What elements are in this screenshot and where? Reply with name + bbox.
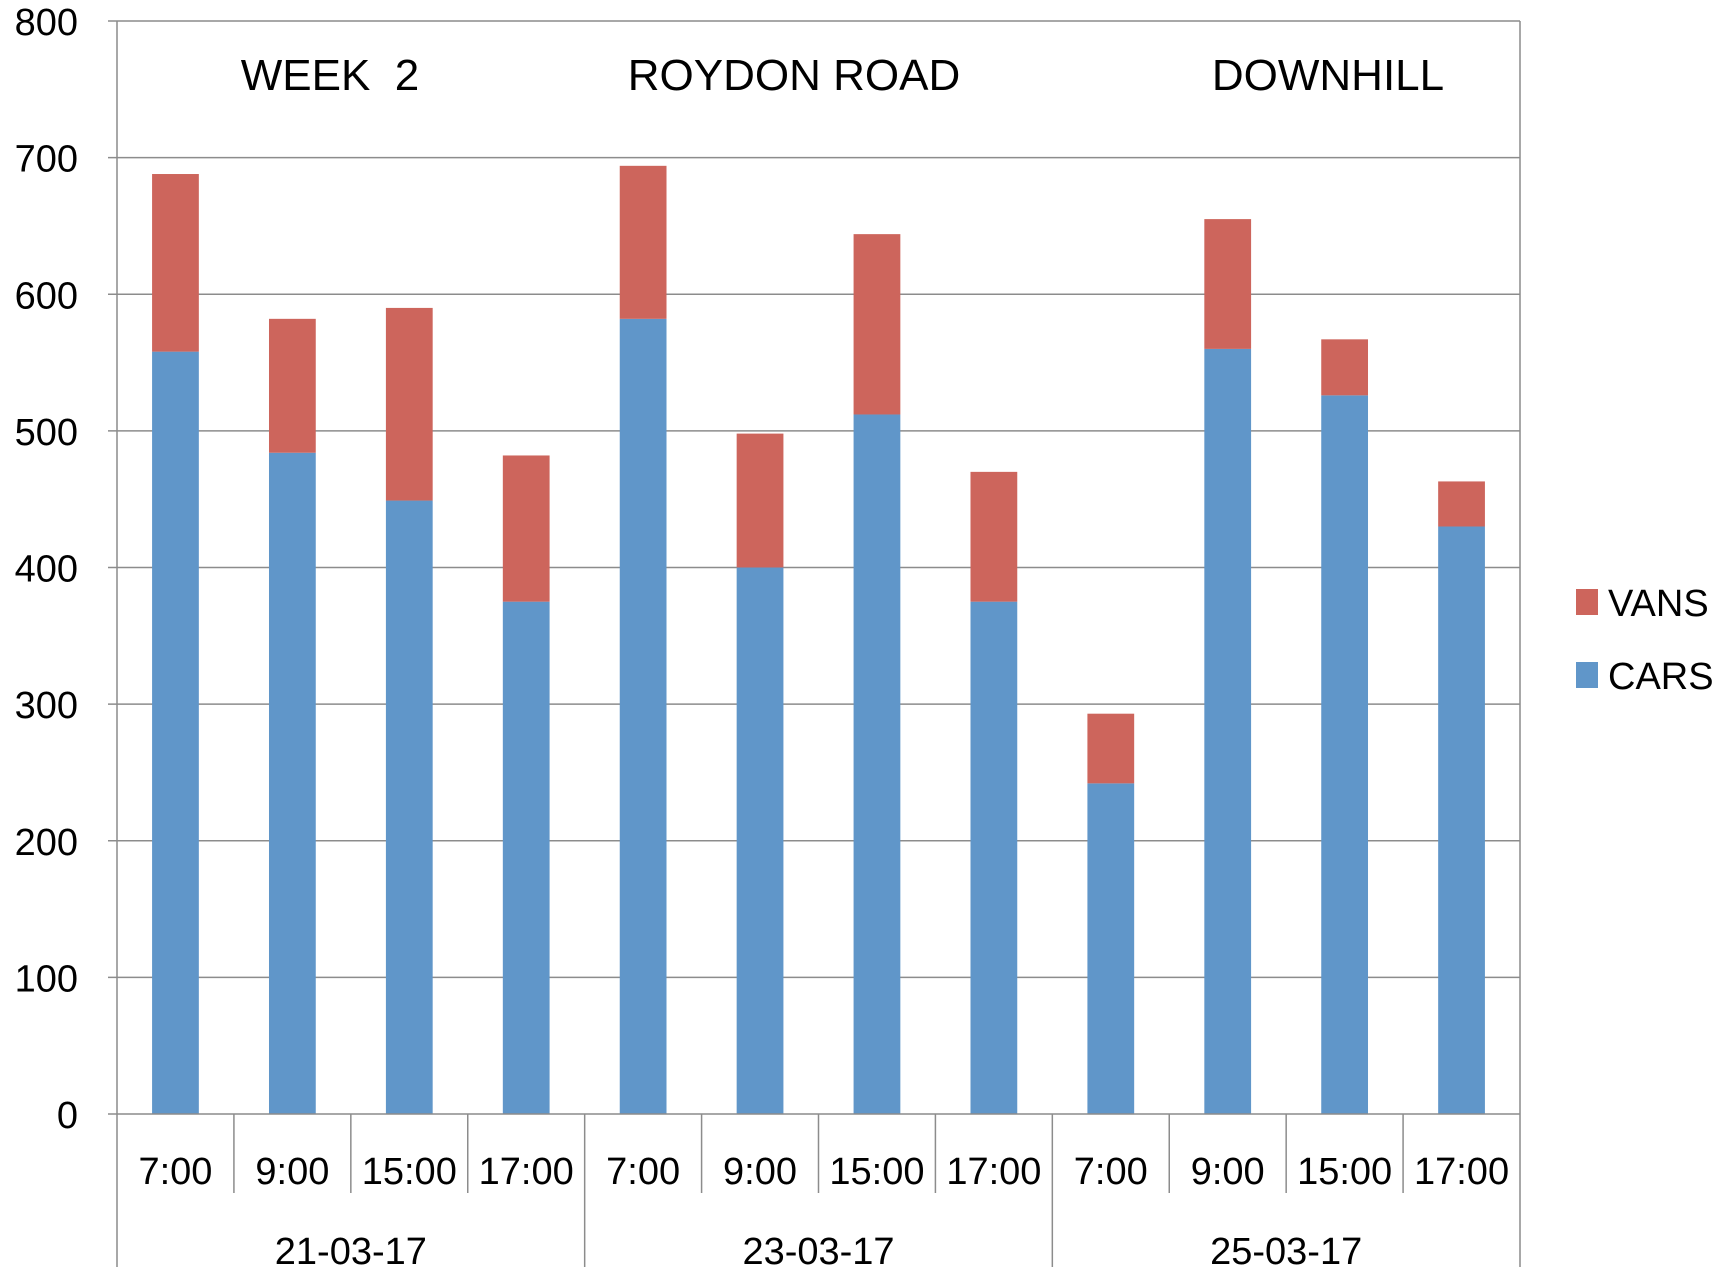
bar-cars-1 [268, 452, 316, 1114]
bar-cars-11 [1438, 526, 1485, 1114]
bar-vans-3 [502, 455, 550, 602]
bar-vans-7 [970, 471, 1018, 602]
x-tick-label: 17:00 [1414, 1151, 1509, 1193]
x-tick-label: 17:00 [479, 1151, 574, 1193]
bar-cars-8 [1087, 783, 1135, 1114]
bar-cars-9 [1204, 348, 1252, 1114]
bar-vans-11 [1438, 481, 1485, 527]
y-tick-label: 200 [15, 822, 78, 864]
annotations: WEEK 2 ROYDON ROAD DOWNHILL [241, 51, 1444, 100]
bar-cars-6 [853, 414, 901, 1115]
bar-vans-9 [1204, 219, 1252, 349]
y-tick-label: 300 [15, 685, 78, 727]
x-tick-label: 9:00 [723, 1151, 797, 1193]
legend-label-cars: CARS [1608, 656, 1714, 698]
legend-swatch-vans [1576, 589, 1598, 615]
group-labels: 21-03-17 23-03-17 25-03-17 [275, 1231, 1362, 1267]
y-tick-label: 500 [15, 412, 78, 454]
group-label: 23-03-17 [742, 1231, 894, 1267]
bar-vans-4 [619, 165, 667, 319]
annotation-week: WEEK 2 [241, 51, 420, 100]
y-tick-label: 100 [15, 958, 78, 1000]
bar-cars-7 [970, 601, 1018, 1114]
y-tick-label: 600 [15, 275, 78, 317]
bar-cars-3 [502, 601, 550, 1114]
bar-vans-8 [1087, 713, 1135, 784]
annotation-road: ROYDON ROAD [628, 51, 960, 100]
x-tick-label: 7:00 [1074, 1151, 1148, 1193]
bar-vans-6 [853, 234, 901, 415]
bar-cars-5 [736, 567, 784, 1114]
bar-vans-10 [1321, 339, 1369, 396]
bars [152, 165, 1485, 1115]
x-tick-label: 17:00 [946, 1151, 1041, 1193]
bar-vans-1 [268, 318, 316, 453]
bar-cars-2 [385, 500, 433, 1115]
x-tick-label: 15:00 [829, 1151, 924, 1193]
x-tick-label: 15:00 [1297, 1151, 1392, 1193]
bar-cars-0 [152, 351, 199, 1114]
x-tick-label: 7:00 [606, 1151, 680, 1193]
axes [116, 21, 1521, 1267]
legend-swatch-cars [1576, 662, 1598, 688]
y-tick-label: 700 [15, 139, 78, 181]
bar-cars-10 [1321, 395, 1369, 1114]
x-tick-label: 7:00 [138, 1151, 212, 1193]
legend: VANS CARS [1576, 583, 1714, 698]
bar-vans-2 [385, 307, 433, 501]
x-tick-label: 15:00 [362, 1151, 457, 1193]
bar-vans-0 [152, 174, 199, 352]
group-label: 25-03-17 [1210, 1231, 1362, 1267]
group-label: 21-03-17 [275, 1231, 427, 1267]
legend-label-vans: VANS [1608, 583, 1709, 625]
y-tick-label: 800 [15, 2, 78, 44]
x-tick-labels: 7:00 9:00 15:00 17:00 7:00 9:00 15:00 17:00 7:00… [138, 1114, 1521, 1267]
bar-vans-5 [736, 433, 784, 568]
gridlines [117, 20, 1520, 979]
annotation-direction: DOWNHILL [1212, 51, 1444, 100]
bar-cars-4 [619, 318, 667, 1114]
x-tick-label: 9:00 [255, 1151, 329, 1193]
x-tick-label: 9:00 [1191, 1151, 1265, 1193]
y-tick-labels: 0 100 200 300 400 500 600 700 800 [15, 2, 117, 1137]
y-tick-label: 0 [57, 1095, 78, 1137]
y-tick-label: 400 [15, 549, 78, 591]
